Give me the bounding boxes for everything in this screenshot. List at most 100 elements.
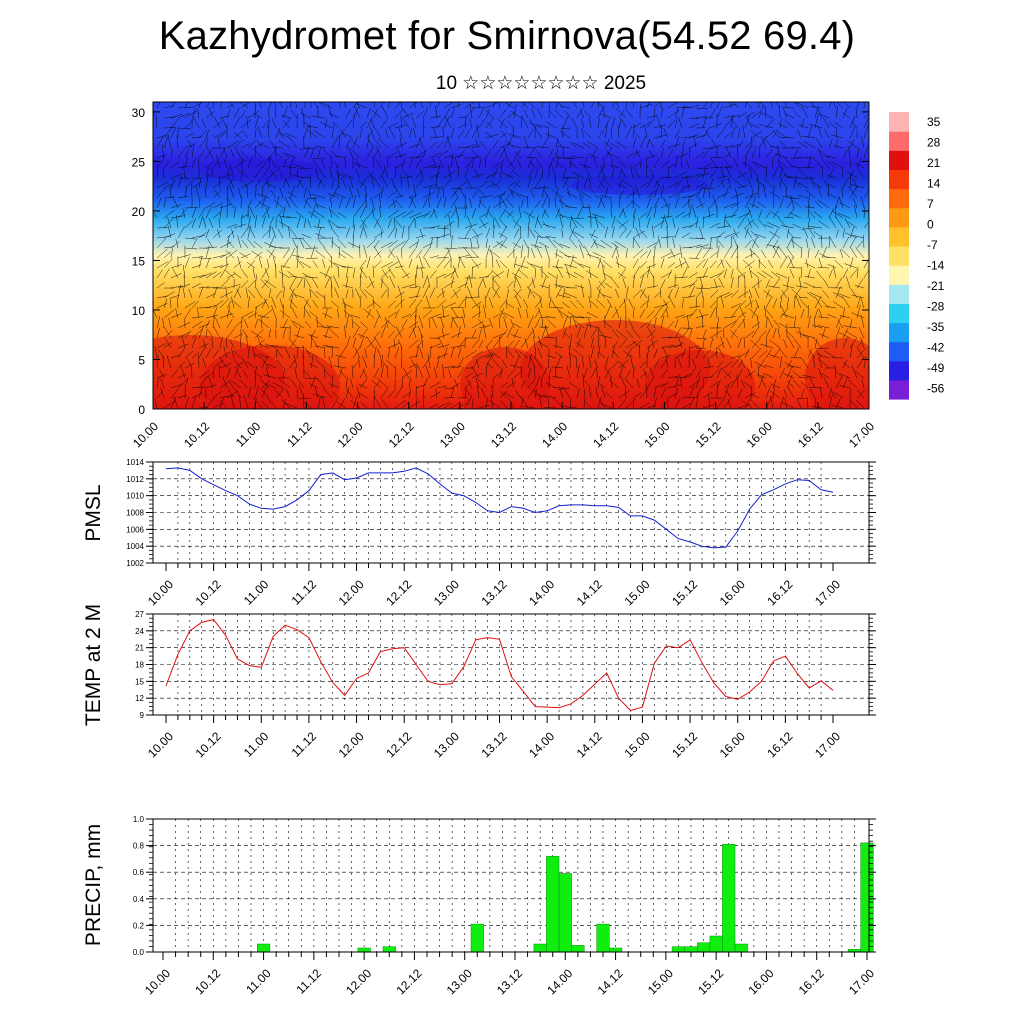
wind-vector xyxy=(486,209,494,219)
y-tick-label: 1.0 xyxy=(133,815,145,824)
wind-vector xyxy=(389,275,396,289)
wind-vector xyxy=(268,248,275,259)
wind-vector xyxy=(415,234,426,239)
wind-vector xyxy=(375,145,382,159)
wind-vector xyxy=(543,189,550,199)
wind-vector xyxy=(205,348,212,359)
wind-vector xyxy=(854,205,858,219)
wind-vector xyxy=(495,259,501,269)
wind-vector xyxy=(674,261,686,269)
wind-vector xyxy=(524,337,529,349)
heatmap-y-tick-label: 0 xyxy=(138,403,145,417)
wind-vector xyxy=(457,166,459,179)
wind-vector xyxy=(372,156,375,169)
wind-vector xyxy=(837,319,844,329)
wind-vector xyxy=(632,398,635,409)
wind-vector xyxy=(534,167,539,179)
wind-vector xyxy=(632,188,635,199)
heatmap-x-tick-label: 13.00 xyxy=(437,419,468,450)
wind-vector xyxy=(193,116,200,129)
wind-vector xyxy=(254,375,256,389)
wind-vector xyxy=(839,373,851,379)
wind-vector xyxy=(415,364,418,379)
wind-vector xyxy=(303,370,312,379)
wind-vector xyxy=(723,158,732,169)
wind-vector xyxy=(534,318,540,329)
wind-vector xyxy=(851,120,858,129)
wind-vector xyxy=(442,304,445,319)
x-tick-label: 10.12 xyxy=(193,729,224,760)
wind-vector xyxy=(394,265,404,269)
wind-vector xyxy=(161,144,165,159)
wind-vector xyxy=(574,220,585,229)
wind-vector xyxy=(267,398,277,409)
wind-vector xyxy=(212,265,224,269)
wind-vector xyxy=(175,238,179,249)
wind-vector xyxy=(184,350,194,359)
wind-vector xyxy=(808,375,816,389)
wind-vector xyxy=(851,365,858,379)
wind-vector xyxy=(809,106,823,109)
wind-vector xyxy=(414,314,417,329)
colorbar-swatch xyxy=(889,255,909,260)
wind-vector xyxy=(478,328,482,339)
wind-vector xyxy=(191,144,195,159)
wind-vector xyxy=(709,169,717,179)
wind-vector xyxy=(177,106,192,109)
wind-vector xyxy=(253,353,263,359)
wind-vector xyxy=(687,315,690,329)
wind-vector xyxy=(839,249,844,259)
wind-vector xyxy=(368,276,375,289)
wind-vector xyxy=(513,181,522,189)
wind-vector xyxy=(271,296,277,309)
wind-vector xyxy=(581,118,585,129)
wind-vector xyxy=(849,344,853,359)
wind-vector xyxy=(733,157,739,169)
wind-vector xyxy=(761,249,767,259)
wind-vector xyxy=(782,284,795,289)
wind-vector xyxy=(177,176,183,189)
wind-vector xyxy=(471,338,481,349)
wind-vector xyxy=(784,102,788,109)
wind-vector xyxy=(499,225,508,239)
wind-vector xyxy=(541,195,548,209)
wind-vector xyxy=(817,185,823,199)
wind-vector xyxy=(396,147,403,159)
wind-vector xyxy=(450,107,455,119)
wind-vector xyxy=(622,350,634,359)
wind-vector xyxy=(517,307,522,319)
x-tick-label: 16.00 xyxy=(717,577,748,608)
wind-vector xyxy=(261,167,269,179)
x-tick-label: 12.00 xyxy=(336,577,367,608)
wind-vector xyxy=(646,242,657,249)
wind-vector xyxy=(268,107,270,119)
wind-vector xyxy=(289,276,297,289)
wind-vector xyxy=(478,304,481,319)
wind-vector xyxy=(223,346,228,359)
wind-vector xyxy=(506,288,510,299)
wind-vector xyxy=(723,114,735,119)
wind-vector xyxy=(352,136,359,149)
wind-vector xyxy=(261,268,269,279)
wind-vector xyxy=(695,325,705,329)
wind-vector xyxy=(523,135,529,149)
wind-vector xyxy=(366,256,371,269)
wind-vector xyxy=(219,313,233,319)
wind-vector xyxy=(863,206,865,219)
wind-vector xyxy=(335,172,347,179)
wind-vector xyxy=(415,249,423,259)
x-tick-label: 11.00 xyxy=(243,966,274,997)
wind-vector xyxy=(726,337,732,349)
wind-vector xyxy=(214,189,221,199)
wind-vector xyxy=(464,164,469,179)
wind-vector xyxy=(576,175,580,189)
wind-vector xyxy=(443,221,455,229)
wind-vector xyxy=(184,362,195,369)
wind-vector xyxy=(617,272,627,279)
wind-vector xyxy=(478,195,493,199)
colorbar-swatch xyxy=(889,118,909,123)
wind-vector xyxy=(471,207,477,219)
wind-vector xyxy=(791,239,802,249)
wind-vector xyxy=(263,374,277,379)
